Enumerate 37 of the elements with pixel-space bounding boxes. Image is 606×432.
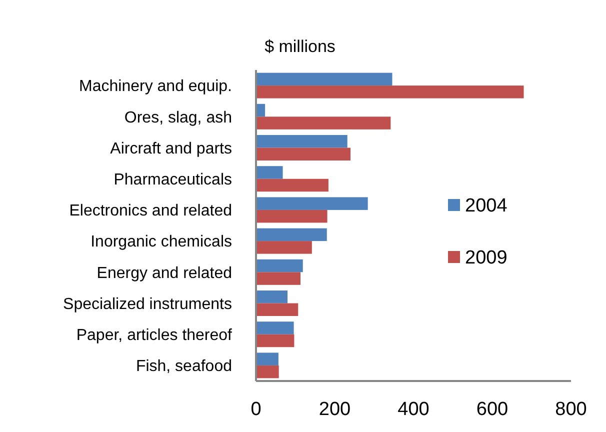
- bar: [256, 303, 298, 316]
- bar: [256, 228, 327, 242]
- y-tick-label: Energy and related: [96, 264, 232, 282]
- x-tick-label: 400: [398, 399, 430, 420]
- x-tick-label: 600: [476, 399, 508, 420]
- bar: [256, 334, 294, 348]
- y-tick-label: Ores, slag, ash: [124, 109, 232, 126]
- legend-label: 2009: [465, 248, 508, 269]
- bar: [256, 148, 350, 160]
- x-tick-label: 200: [318, 399, 351, 420]
- y-tick-label: Specialized instruments: [63, 296, 232, 313]
- bar: [256, 272, 300, 285]
- bar: [256, 352, 278, 366]
- x-tick-label: 800: [555, 399, 587, 420]
- y-tick-label: Fish, seafood: [136, 358, 232, 376]
- chart-title: $ millions: [264, 37, 336, 56]
- bar: [256, 210, 328, 223]
- x-tick-label: 0: [250, 399, 262, 420]
- bar: [256, 197, 368, 210]
- bar: [256, 178, 328, 192]
- y-tick-label: Pharmaceuticals: [114, 171, 232, 188]
- y-tick-label: Aircraft and parts: [110, 140, 232, 158]
- bar: [256, 322, 294, 334]
- bar: [256, 241, 312, 254]
- bar: [256, 116, 391, 130]
- y-tick-label: Machinery and equip.: [79, 78, 232, 96]
- y-tick-label: Electronics and related: [69, 202, 232, 220]
- bar: [256, 72, 392, 86]
- bar: [256, 166, 283, 179]
- y-tick-label: Paper, articles thereof: [76, 326, 233, 344]
- y-tick-label: Inorganic chemicals: [90, 234, 232, 251]
- legend-label: 2004: [465, 196, 508, 217]
- bar: [256, 259, 303, 272]
- bar: [256, 135, 348, 148]
- bar: [256, 365, 279, 378]
- bar: [256, 86, 524, 98]
- bar: [256, 290, 288, 304]
